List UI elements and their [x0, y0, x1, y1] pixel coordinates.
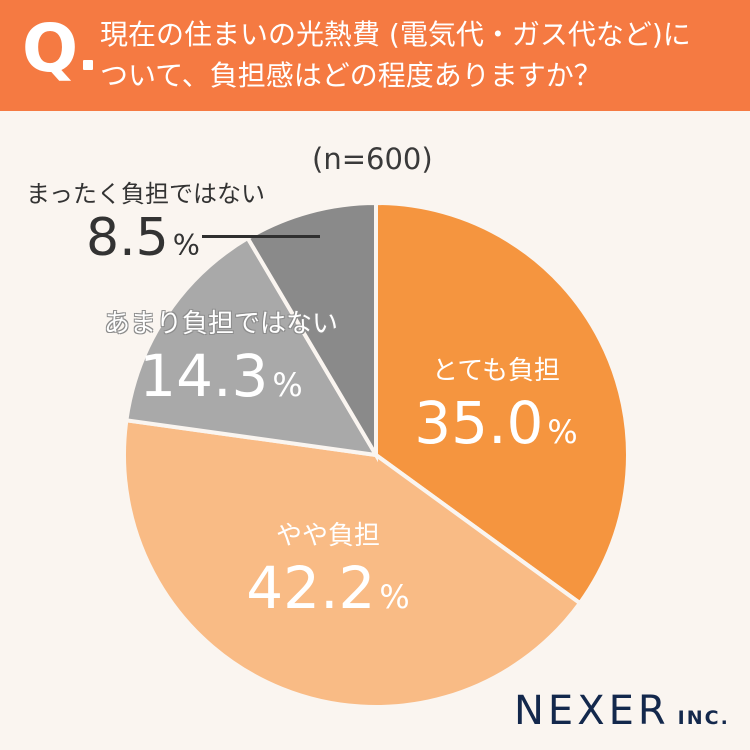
nexer-logo: NEXER INC. [514, 688, 730, 734]
percent-unit: % [379, 578, 410, 616]
category-label: やや負担 [275, 521, 380, 551]
percent-unit: % [547, 413, 578, 451]
percent-value: 35.0% [396, 387, 596, 468]
value-number: 14.3 [139, 342, 269, 410]
leader-line [202, 235, 320, 238]
value-number: 35.0 [414, 389, 544, 457]
slice-label-totemo: とても負担 35.0% [396, 350, 596, 468]
percent-value: 14.3% [76, 340, 366, 421]
percent-value: 42.2% [228, 552, 428, 633]
category-label: とても負担 [432, 356, 560, 386]
question-line-2: ついて、負担感はどの程度ありますか？ [100, 59, 602, 92]
value-number: 8.5 [86, 208, 169, 268]
category-label: あまり負担ではない [103, 309, 338, 339]
slice-label-amari: あまり負担ではない 14.3% [76, 303, 366, 421]
pie-slice [124, 235, 380, 458]
percent-unit: % [272, 366, 303, 404]
slice-label-yaya: やや負担 42.2% [228, 515, 428, 633]
logo-brand: NEXER [514, 688, 670, 734]
category-label: まったく負担ではない [26, 180, 266, 208]
slice-label-mattaku: まったく負担ではない 8.5% [26, 174, 265, 274]
question-header: Q 現在の住まいの光熱費 (電気代・ガス代など)に ついて、負担感はどの程度あり… [0, 0, 750, 111]
q-dot [83, 60, 93, 70]
percent-value: 8.5% [86, 209, 265, 274]
question-text: 現在の住まいの光熱費 (電気代・ガス代など)に ついて、負担感はどの程度あります… [100, 14, 691, 96]
pie-slice [122, 418, 583, 709]
question-line-1: 現在の住まいの光熱費 (電気代・ガス代など)に [100, 18, 691, 51]
logo-suffix: INC. [677, 707, 730, 729]
q-mark: Q [22, 10, 78, 87]
percent-unit: % [172, 228, 200, 262]
sample-size-label: (n=600) [312, 142, 433, 176]
value-number: 42.2 [246, 554, 376, 622]
pie-slice [374, 200, 630, 606]
